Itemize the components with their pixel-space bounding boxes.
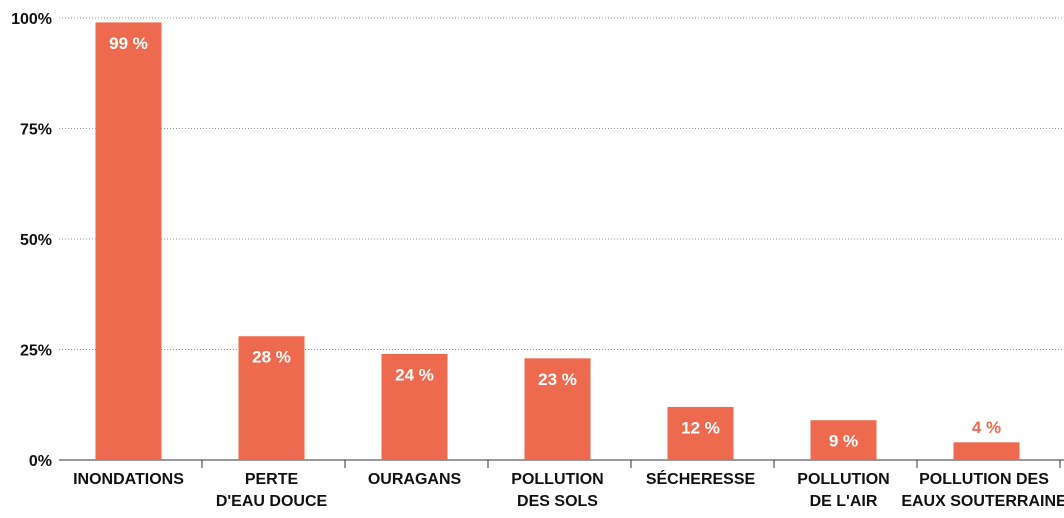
value-label: 99 % (109, 34, 148, 53)
value-label: 24 % (395, 365, 434, 384)
value-label: 28 % (252, 348, 291, 367)
x-tick-label: DES SOLS (517, 493, 598, 510)
bar (95, 22, 162, 460)
x-tick-label: POLLUTION DES (919, 471, 1049, 488)
x-tick-label: DE L'AIR (810, 493, 878, 510)
x-tick-label: POLLUTION (511, 471, 603, 488)
y-tick-label: 25% (20, 343, 52, 360)
value-label: 9 % (829, 432, 858, 451)
x-tick-label: EAUX SOUTERRAINE (901, 493, 1064, 510)
value-label: 23 % (538, 370, 577, 389)
bar (524, 358, 591, 460)
x-tick-label: D'EAU DOUCE (216, 493, 328, 510)
x-tick-label: OURAGANS (368, 471, 462, 488)
x-tick-label: SÉCHERESSE (646, 469, 756, 488)
y-tick-label: 50% (20, 232, 52, 249)
y-tick-label: 0% (29, 453, 52, 470)
value-label: 12 % (681, 418, 720, 437)
bar (810, 420, 877, 460)
bar (953, 442, 1020, 460)
bar (381, 353, 448, 460)
y-tick-label: 100% (11, 11, 52, 28)
y-tick-label: 75% (20, 122, 52, 139)
x-tick-label: PERTE (245, 471, 299, 488)
bar (238, 336, 305, 460)
x-tick-label: POLLUTION (797, 471, 889, 488)
x-tick-label: INONDATIONS (73, 471, 184, 488)
bar (667, 406, 734, 460)
value-label: 4 % (972, 418, 1001, 437)
